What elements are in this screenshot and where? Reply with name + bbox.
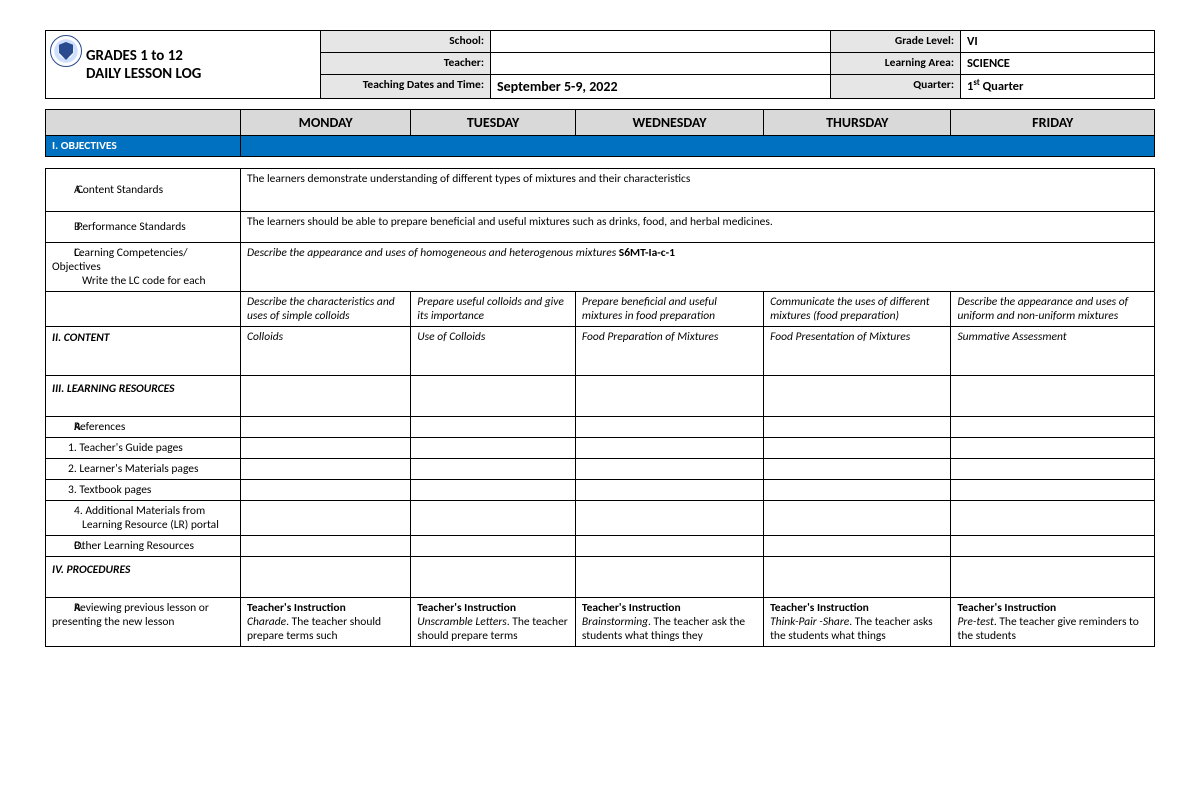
row-daily-objectives: Describe the characteristics and uses of… <box>46 292 1155 327</box>
content-fri: Summative Assessment <box>951 327 1155 376</box>
day-mon: MONDAY <box>241 110 411 136</box>
label-grade: Grade Level: <box>831 31 961 53</box>
lesson-grid: MONDAY TUESDAY WEDNESDAY THURSDAY FRIDAY… <box>45 109 1155 647</box>
lc-text: Describe the appearance and uses of homo… <box>241 243 1155 292</box>
label-school: School: <box>321 31 491 53</box>
row-procedures: IV. PROCEDURES <box>46 557 1155 598</box>
proc-wed: Teacher's Instruction Brainstorming. The… <box>575 598 763 647</box>
content-wed: Food Preparation of Mixtures <box>575 327 763 376</box>
header-table: GRADES 1 to 12 DAILY LESSON LOG School: … <box>45 30 1155 99</box>
value-dates: September 5-9, 2022 <box>491 75 831 99</box>
row-performance-standards: B. Performance Standards The learners sh… <box>46 212 1155 243</box>
row-textbook-pages: 3. Textbook pages <box>46 480 1155 501</box>
obj-fri: Describe the appearance and uses of unif… <box>951 292 1155 327</box>
content-tue: Use of Colloids <box>411 327 576 376</box>
day-thu: THURSDAY <box>764 110 951 136</box>
content-standards-text: The learners demonstrate understanding o… <box>241 169 1155 212</box>
proc-thu: Teacher's Instruction Think-Pair -Share.… <box>764 598 951 647</box>
label-area: Learning Area: <box>831 53 961 75</box>
obj-wed: Prepare beneficial and useful mixtures i… <box>575 292 763 327</box>
content-mon: Colloids <box>241 327 411 376</box>
performance-standards-text: The learners should be able to prepare b… <box>241 212 1155 243</box>
section-content-label: II. CONTENT <box>46 327 241 376</box>
row-proc-a: A.Reviewing previous lesson or presentin… <box>46 598 1155 647</box>
doc-title-cell: GRADES 1 to 12 DAILY LESSON LOG <box>46 31 321 99</box>
obj-thu: Communicate the uses of different mixtur… <box>764 292 951 327</box>
label-quarter: Quarter: <box>831 75 961 99</box>
content-thu: Food Presentation of Mixtures <box>764 327 951 376</box>
row-references: A.References <box>46 417 1155 438</box>
day-wed: WEDNESDAY <box>575 110 763 136</box>
proc-mon: Teacher's Instruction Charade. The teach… <box>241 598 411 647</box>
day-header-row: MONDAY TUESDAY WEDNESDAY THURSDAY FRIDAY <box>46 110 1155 136</box>
deped-logo <box>50 35 82 67</box>
section-objectives: I. OBJECTIVES <box>46 136 1155 157</box>
row-learning-resources: III. LEARNING RESOURCES <box>46 376 1155 417</box>
value-quarter: 1st Quarter <box>961 75 1155 99</box>
value-teacher <box>491 53 831 75</box>
obj-mon: Describe the characteristics and uses of… <box>241 292 411 327</box>
section-resources-label: III. LEARNING RESOURCES <box>46 376 241 417</box>
day-header-blank <box>46 110 241 136</box>
row-additional-materials: 4. Additional Materials from Learning Re… <box>46 501 1155 536</box>
row-other-resources: B.Other Learning Resources <box>46 536 1155 557</box>
value-grade: VI <box>961 31 1155 53</box>
title-line1: GRADES 1 to 12 <box>86 47 183 65</box>
title-line2: DAILY LESSON LOG <box>86 65 201 83</box>
row-content: II. CONTENT Colloids Use of Colloids Foo… <box>46 327 1155 376</box>
proc-tue: Teacher's Instruction Unscramble Letters… <box>411 598 576 647</box>
row-lm-pages: 2. Learner's Materials pages <box>46 459 1155 480</box>
row-learning-competencies: C.Learning Competencies/ Objectives Writ… <box>46 243 1155 292</box>
value-area: SCIENCE <box>961 53 1155 75</box>
row-content-standards: A. Content Standards The learners demons… <box>46 169 1155 212</box>
label-teacher: Teacher: <box>321 53 491 75</box>
value-school <box>491 31 831 53</box>
proc-fri: Teacher's Instruction Pre-test. The teac… <box>951 598 1155 647</box>
row-tg-pages: 1. Teacher's Guide pages <box>46 438 1155 459</box>
section-procedures-label: IV. PROCEDURES <box>46 557 241 598</box>
day-fri: FRIDAY <box>951 110 1155 136</box>
obj-tue: Prepare useful colloids and give its imp… <box>411 292 576 327</box>
label-dates: Teaching Dates and Time: <box>321 75 491 99</box>
day-tue: TUESDAY <box>411 110 576 136</box>
section-objectives-label: I. OBJECTIVES <box>46 136 241 157</box>
